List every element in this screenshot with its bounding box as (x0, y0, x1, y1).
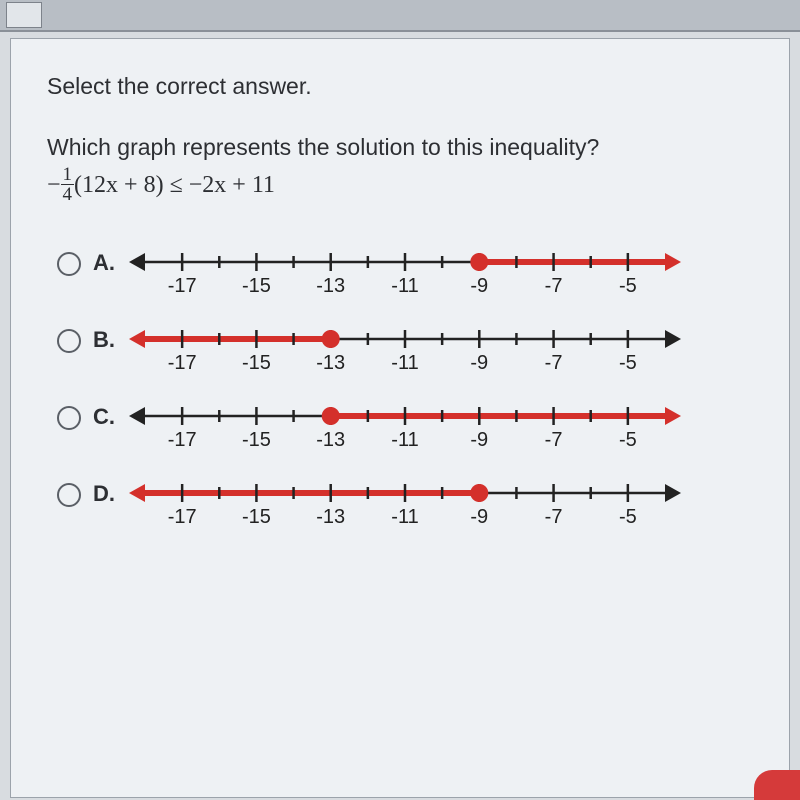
option-row[interactable]: B. -17 -15 -13 -11 -9 -7 -5 (57, 319, 759, 384)
question-page: Select the correct answer. Which graph r… (10, 38, 790, 798)
option-letter: D. (93, 481, 125, 507)
svg-text:-17: -17 (168, 275, 197, 297)
svg-text:-5: -5 (619, 352, 637, 374)
svg-text:-7: -7 (545, 275, 563, 297)
prompt-text: Which graph represents the solution to t… (47, 134, 759, 161)
svg-text:-9: -9 (470, 275, 488, 297)
eq-minus: − (47, 172, 61, 198)
eq-leq: ≤ (164, 172, 189, 198)
eq-rhs: −2x + 11 (189, 172, 275, 198)
top-toolbar (0, 0, 800, 32)
option-letter: C. (93, 404, 125, 430)
toolbar-button[interactable] (6, 2, 42, 28)
corner-widget[interactable] (754, 770, 800, 800)
option-row[interactable]: C. -17 -15 -13 -11 -9 -7 -5 (57, 396, 759, 461)
svg-text:-17: -17 (168, 506, 197, 528)
radio-button[interactable] (57, 329, 81, 353)
svg-text:-5: -5 (619, 275, 637, 297)
svg-text:-17: -17 (168, 429, 197, 451)
svg-text:-13: -13 (316, 506, 345, 528)
instruction-text: Select the correct answer. (47, 73, 759, 100)
svg-text:-13: -13 (316, 429, 345, 451)
svg-text:-15: -15 (242, 429, 271, 451)
number-line-wrap: -17 -15 -13 -11 -9 -7 -5 (125, 396, 759, 461)
svg-text:-5: -5 (619, 429, 637, 451)
radio-button[interactable] (57, 406, 81, 430)
number-line-wrap: -17 -15 -13 -11 -9 -7 -5 (125, 242, 759, 307)
number-line: -17 -15 -13 -11 -9 -7 -5 (125, 473, 685, 533)
number-line: -17 -15 -13 -11 -9 -7 -5 (125, 396, 685, 456)
eq-lhs-paren: (12x + 8) (74, 172, 164, 198)
svg-text:-9: -9 (470, 429, 488, 451)
svg-text:-11: -11 (391, 506, 418, 528)
option-letter: A. (93, 250, 125, 276)
svg-text:-11: -11 (391, 429, 418, 451)
options-list: A. -17 -15 -13 -11 -9 -7 -5 B. -17 -15 -13 -11 -9 -7 -5… (57, 242, 759, 538)
svg-text:-15: -15 (242, 352, 271, 374)
svg-text:-11: -11 (391, 275, 418, 297)
option-row[interactable]: A. -17 -15 -13 -11 -9 -7 -5 (57, 242, 759, 307)
svg-text:-15: -15 (242, 506, 271, 528)
svg-text:-9: -9 (470, 506, 488, 528)
svg-text:-7: -7 (545, 352, 563, 374)
svg-text:-7: -7 (545, 506, 563, 528)
option-letter: B. (93, 327, 125, 353)
svg-text:-9: -9 (470, 352, 488, 374)
svg-text:-17: -17 (168, 352, 197, 374)
radio-button[interactable] (57, 483, 81, 507)
number-line: -17 -15 -13 -11 -9 -7 -5 (125, 319, 685, 379)
radio-button[interactable] (57, 252, 81, 276)
eq-fraction: 14 (61, 165, 75, 204)
svg-text:-5: -5 (619, 506, 637, 528)
svg-text:-7: -7 (545, 429, 563, 451)
svg-text:-15: -15 (242, 275, 271, 297)
svg-text:-13: -13 (316, 352, 345, 374)
svg-text:-11: -11 (391, 352, 418, 374)
option-row[interactable]: D. -17 -15 -13 -11 -9 -7 -5 (57, 473, 759, 538)
number-line-wrap: -17 -15 -13 -11 -9 -7 -5 (125, 473, 759, 538)
number-line: -17 -15 -13 -11 -9 -7 -5 (125, 242, 685, 302)
svg-text:-13: -13 (316, 275, 345, 297)
number-line-wrap: -17 -15 -13 -11 -9 -7 -5 (125, 319, 759, 384)
inequality-equation: −14(12x + 8) ≤ −2x + 11 (47, 167, 759, 206)
